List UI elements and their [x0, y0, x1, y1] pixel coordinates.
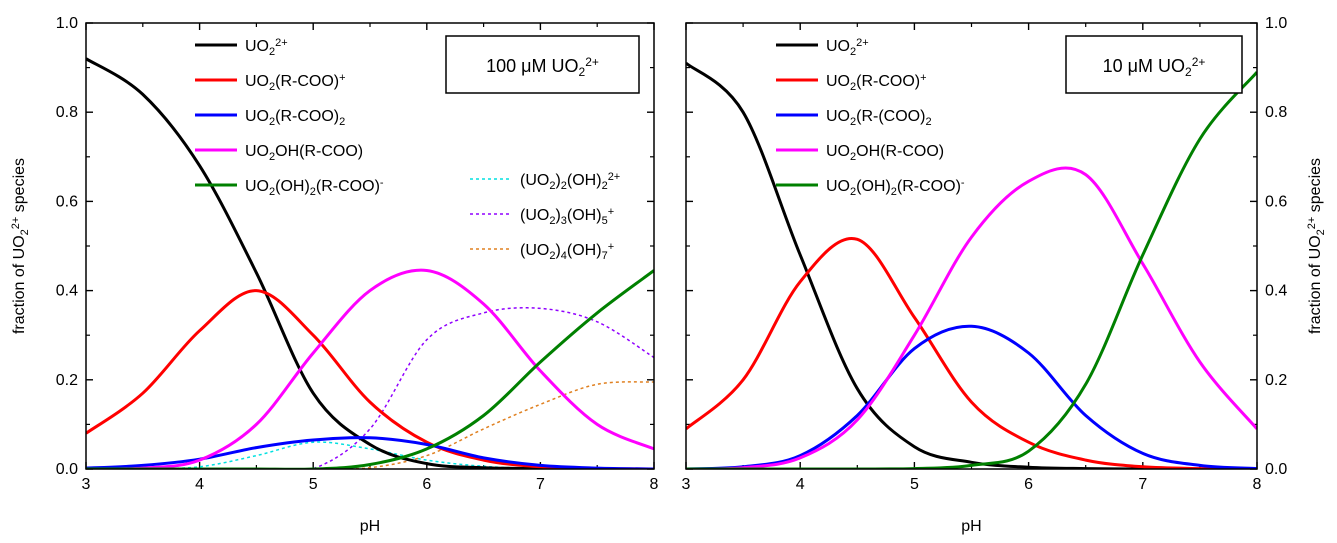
legend-label: (UO2)2(OH)22+ — [520, 171, 620, 192]
y-tick-label: 0.4 — [1265, 283, 1287, 300]
x-tick-label: 8 — [650, 476, 659, 493]
right-chart-panel: 3 4 5 6 7 80.0 0.2 0.4 0.6 0.8 1.0 pH fraction of UO… — [682, 15, 1327, 535]
series-line — [686, 236, 1257, 469]
x-axis-title: pH — [360, 518, 380, 535]
x-tick-label: 4 — [195, 476, 204, 493]
y-tick-label: 0.2 — [56, 372, 78, 389]
x-tick-label: 5 — [309, 476, 318, 493]
x-tick-label: 7 — [536, 476, 545, 493]
left-legend: UO22+ UO2(R-COO)+ UO2(R-COO)2 UO2OH(R-COO) U… — [195, 37, 620, 262]
y-tick-label: 0.8 — [1265, 104, 1287, 121]
legend-label: UO22+ — [245, 37, 288, 58]
concentration-label: 10 μM UO22+ — [1103, 55, 1206, 79]
x-tick-label: 4 — [796, 476, 805, 493]
concentration-box — [445, 35, 640, 94]
left-series-group — [86, 57, 654, 469]
legend-label: UO22+ — [826, 37, 869, 58]
plot-frame — [85, 22, 655, 470]
legend-label: UO2OH(R-COO) — [245, 143, 363, 163]
x-tick-label: 6 — [422, 476, 431, 493]
plot-frame — [685, 22, 1258, 470]
legend-label: UO2OH(R-COO) — [826, 143, 944, 163]
right-series-group — [686, 61, 1257, 469]
series-line — [686, 324, 1257, 469]
x-tick-label: 5 — [910, 476, 919, 493]
legend-label: UO2(R-(COO)2 — [826, 108, 932, 128]
y-tick-label: 1.0 — [56, 15, 78, 32]
series-line — [86, 269, 654, 469]
legend-label: (UO2)3(OH)5+ — [520, 206, 614, 227]
x-tick-label: 3 — [682, 476, 691, 493]
concentration-box — [1065, 35, 1243, 94]
y-tick-label: 0.4 — [56, 283, 78, 300]
x-tick-label: 6 — [1024, 476, 1033, 493]
left-chart-panel: 3 4 5 6 7 8 0.0 0.2 0.4 0.6 0.8 1.0 pH fraction of UO… — [10, 15, 659, 535]
legend-label: UO2(R-COO)2 — [245, 108, 345, 128]
y-tick-label: 0.2 — [1265, 372, 1287, 389]
legend-label: UO2(R-COO)+ — [826, 72, 927, 93]
legend-label: UO2(OH)2(R-COO)- — [826, 177, 965, 198]
series-line — [86, 436, 654, 469]
x-tick-label: 7 — [1138, 476, 1147, 493]
series-line — [86, 381, 654, 469]
y-tick-label: 0.6 — [1265, 193, 1287, 210]
concentration-label: 100 μM UO22+ — [486, 55, 599, 79]
y-tick-label: 0.0 — [56, 461, 78, 478]
series-line — [86, 307, 654, 469]
x-tick-label: 3 — [82, 476, 91, 493]
y-tick-label: 0.6 — [56, 193, 78, 210]
legend-label: UO2(R-COO)+ — [245, 72, 346, 93]
x-axis-title: pH — [961, 518, 981, 535]
legend-label: UO2(OH)2(R-COO)- — [245, 177, 384, 198]
series-line — [686, 71, 1257, 469]
x-tick-label: 8 — [1253, 476, 1262, 493]
right-legend: UO22+ UO2(R-COO)+ UO2(R-(COO)2 UO2OH(R-COO)… — [776, 37, 965, 198]
y-axis-title: fraction of UO22+ species — [1306, 158, 1327, 334]
y-tick-label: 1.0 — [1265, 15, 1287, 32]
series-line — [86, 289, 654, 469]
series-line — [86, 57, 654, 469]
y-tick-label: 0.0 — [1265, 461, 1287, 478]
legend-label: (UO2)4(OH)7+ — [520, 241, 614, 262]
series-line — [686, 61, 1257, 469]
series-line — [686, 166, 1257, 469]
y-tick-label: 0.8 — [56, 104, 78, 121]
series-line — [86, 268, 654, 469]
y-axis-title: fraction of UO22+ species — [10, 158, 31, 334]
